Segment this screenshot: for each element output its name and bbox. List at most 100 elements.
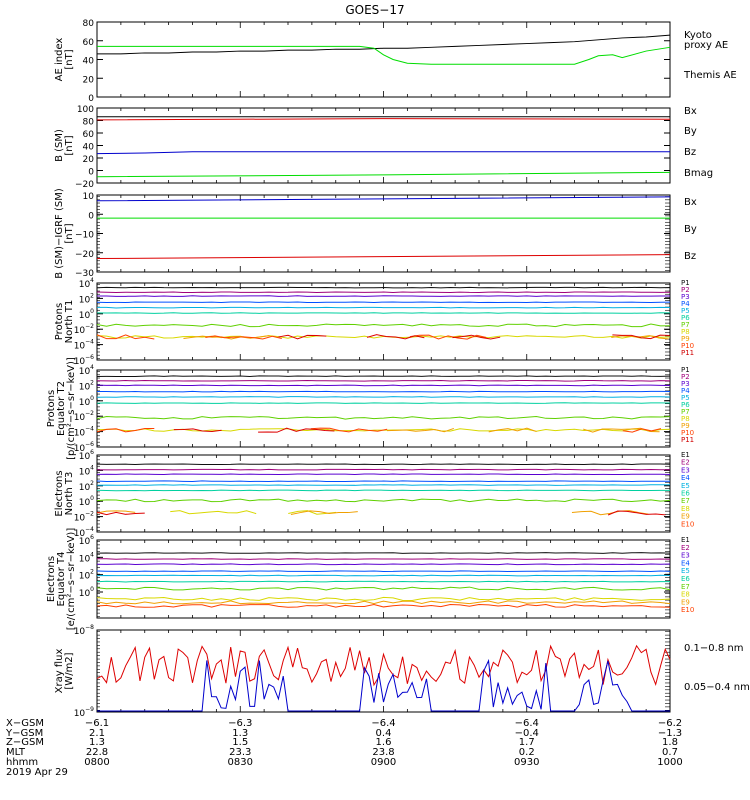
- y-tick-label: 102: [79, 379, 94, 392]
- series-ee-7: [96, 596, 671, 601]
- x-tick-value: 0900: [371, 757, 396, 768]
- legend-pe-10: P11: [681, 436, 694, 444]
- series-pn-10: [452, 334, 501, 340]
- y-axis-label: Equator T2: [56, 381, 67, 436]
- y-tick-label: 102: [79, 480, 94, 493]
- legend-pn-0: P1: [681, 279, 690, 287]
- y-axis-label: [nT]: [64, 135, 75, 155]
- legend-en-9: E10: [681, 520, 694, 528]
- legend-en-0: E1: [681, 451, 690, 459]
- legend-en-3: E4: [681, 474, 690, 482]
- series-en-9: [96, 511, 145, 516]
- series-pn-10: [278, 334, 327, 340]
- legend-pe-5: P6: [681, 401, 690, 409]
- series-pn-0: [96, 286, 671, 289]
- series-en-7: [170, 510, 257, 515]
- x-tick-value: 1.6: [376, 737, 392, 748]
- y-axis-label: AE index: [54, 38, 65, 82]
- legend-pe-1: P2: [681, 373, 690, 381]
- y-tick-label: −30: [75, 269, 94, 279]
- y-tick-label: 20: [83, 75, 95, 85]
- y-tick-label: 100: [79, 586, 94, 599]
- series-en-9: [607, 510, 666, 516]
- x-tick-value: −6.4: [515, 718, 539, 729]
- series-ee-9: [96, 603, 671, 608]
- legend-bsm-1: By: [684, 126, 697, 137]
- y-tick-label: 104: [79, 464, 94, 477]
- y-axis-label: Electrons: [54, 470, 65, 516]
- legend-pn-5: P6: [681, 314, 690, 322]
- series-pe-10: [173, 428, 222, 433]
- x-tick-value: 1.7: [519, 737, 535, 748]
- series-pe-1: [96, 379, 671, 382]
- series-pn-3: [96, 301, 671, 304]
- series-pe-6: [96, 416, 671, 420]
- legend-en-7: E8: [681, 505, 690, 513]
- legend-ae-2: Themis AE: [683, 70, 737, 81]
- y-tick-label: 0: [88, 94, 94, 104]
- series-bsm-1: [96, 118, 671, 121]
- series-pe-8: [386, 427, 454, 433]
- x-tick-value: 0800: [84, 757, 109, 768]
- y-axis-label: Xray flux: [54, 649, 65, 694]
- series-en-8: [96, 510, 136, 514]
- y-axis-label: [nT]: [64, 223, 75, 243]
- y-tick-label: −20: [75, 250, 94, 260]
- legend-xray-1: 0.05−0.4 nm: [684, 682, 750, 693]
- series-ee-6: [96, 586, 671, 591]
- y-tick-label: 40: [83, 143, 95, 153]
- y-axis-label: North T1: [64, 300, 75, 344]
- x-tick-value: 0.7: [662, 747, 678, 758]
- series-ee-1: [96, 558, 671, 560]
- series-en-8: [571, 510, 649, 516]
- legend-pe-0: P1: [681, 366, 690, 374]
- panel-bigrf: −30 −20 −10 0 10 B (SM)−IGRF (SM) [nT] Bx By Bz: [54, 188, 697, 279]
- series-bsm-2: [96, 151, 670, 155]
- y-axis-label: [p/(cm²−s−sr−keV)]: [66, 357, 77, 460]
- legend-pe-2: P3: [681, 380, 690, 388]
- y-tick-label: 10−4: [74, 339, 94, 352]
- legend-ee-1: E2: [681, 544, 690, 552]
- series-pn-9: [205, 335, 282, 340]
- x-tick-value: −6.3: [228, 718, 252, 729]
- series-ae-0: [97, 34, 671, 55]
- legend-ee-2: E3: [681, 552, 690, 560]
- x-tick-value: 2.1: [89, 728, 105, 739]
- legend-pe-6: P7: [681, 408, 690, 416]
- x-tick-value: 23.8: [372, 747, 394, 758]
- y-tick-label: 60: [83, 130, 95, 140]
- x-row-label: hhmm: [6, 757, 38, 768]
- series-ae-1: [97, 45, 671, 65]
- x-tick-value: −6.1: [85, 718, 109, 729]
- legend-xray-0: 0.1−0.8 nm: [684, 643, 743, 654]
- series-pn-5: [96, 312, 671, 314]
- series-en-8: [290, 510, 358, 516]
- y-tick-label: 60: [83, 38, 95, 48]
- series-xray-long: [96, 644, 671, 687]
- series-en-5: [96, 489, 671, 492]
- series-pn-10: [366, 334, 425, 340]
- y-axis-label: Protons: [54, 303, 65, 340]
- x-row-label: MLT: [6, 747, 26, 758]
- y-tick-label: 80: [83, 118, 95, 128]
- legend-pn-9: P10: [681, 342, 694, 350]
- legend-ae-1: proxy AE: [684, 40, 728, 51]
- series-pn-1: [96, 291, 671, 293]
- series-pe-8: [583, 427, 660, 433]
- y-tick-label: 10: [83, 192, 95, 202]
- y-tick-label: 100: [79, 308, 94, 321]
- legend-pe-3: P4: [681, 387, 690, 395]
- legend-pn-10: P11: [681, 349, 694, 357]
- x-tick-value: 0.2: [519, 747, 535, 758]
- series-pn-10: [612, 334, 670, 340]
- y-tick-label: 10−2: [74, 511, 94, 524]
- legend-en-6: E7: [681, 497, 690, 505]
- legend-ee-9: E10: [681, 606, 694, 614]
- series-pe-10: [258, 427, 335, 433]
